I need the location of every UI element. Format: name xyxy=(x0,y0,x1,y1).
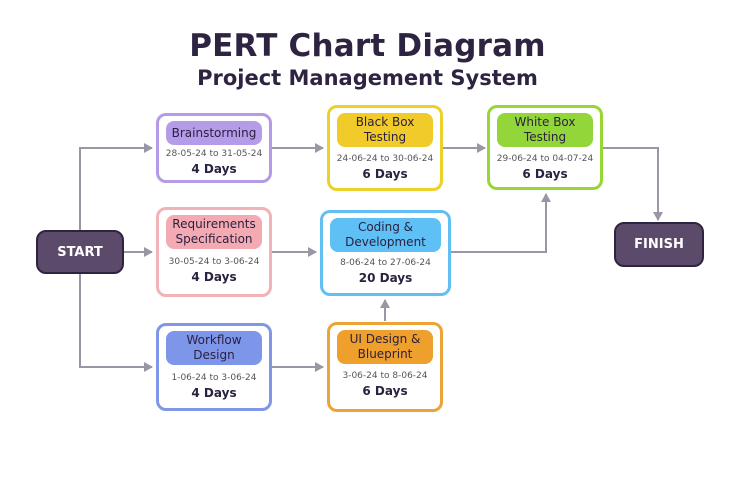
finish-node: FINISH xyxy=(614,222,704,267)
task-label: Coding & Development xyxy=(330,218,441,252)
task-duration: 4 Days xyxy=(191,162,237,176)
task-node-white-box-testing: White Box Testing 29-06-24 to 04-07-24 6… xyxy=(487,105,603,190)
arrow-coding-whitebox xyxy=(451,193,551,253)
diagram-subtitle: Project Management System xyxy=(197,66,538,90)
task-dates: 30-05-24 to 3-06-24 xyxy=(168,257,260,267)
task-dates: 24-06-24 to 30-06-24 xyxy=(336,154,434,164)
task-duration: 6 Days xyxy=(362,167,408,181)
task-dates: 1-06-24 to 3-06-24 xyxy=(171,373,257,383)
task-label: Requirements Specification xyxy=(166,215,262,249)
task-node-ui-design-blueprint: UI Design & Blueprint 3-06-24 to 8-06-24… xyxy=(327,322,443,412)
task-duration: 6 Days xyxy=(362,384,408,398)
arrow-start-workflow xyxy=(79,274,153,372)
task-duration: 4 Days xyxy=(191,386,237,400)
task-label: Black Box Testing xyxy=(337,113,433,147)
task-duration: 6 Days xyxy=(522,167,568,181)
diagram-title: PERT Chart Diagram xyxy=(189,28,546,64)
arrow-start-brainstorming xyxy=(79,143,153,230)
task-node-black-box-testing: Black Box Testing 24-06-24 to 30-06-24 6… xyxy=(327,105,443,191)
task-label: Brainstorming xyxy=(166,121,262,145)
arrow-whitebox-finish xyxy=(603,147,663,221)
task-duration: 4 Days xyxy=(191,270,237,284)
task-label: White Box Testing xyxy=(497,113,593,147)
task-node-requirements-specification: Requirements Specification 30-05-24 to 3… xyxy=(156,207,272,297)
task-duration: 20 Days xyxy=(358,271,413,285)
task-node-workflow-design: Workflow Design 1-06-24 to 3-06-24 4 Day… xyxy=(156,323,272,411)
start-node: START xyxy=(36,230,124,274)
task-dates: 28-05-24 to 31-05-24 xyxy=(165,149,263,159)
task-node-coding-development: Coding & Development 8-06-24 to 27-06-24… xyxy=(320,210,451,296)
task-dates: 8-06-24 to 27-06-24 xyxy=(340,258,431,268)
task-dates: 3-06-24 to 8-06-24 xyxy=(342,371,428,381)
task-label: Workflow Design xyxy=(166,331,262,365)
task-label: UI Design & Blueprint xyxy=(337,330,433,364)
task-dates: 29-06-24 to 04-07-24 xyxy=(496,154,594,164)
task-node-brainstorming: Brainstorming 28-05-24 to 31-05-24 4 Day… xyxy=(156,113,272,183)
